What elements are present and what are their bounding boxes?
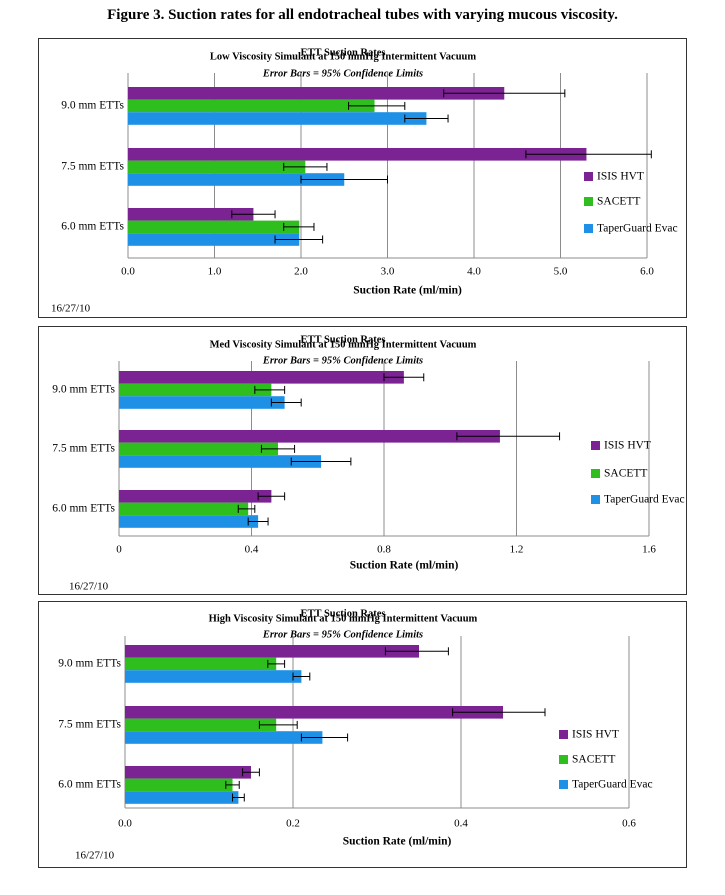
bar [125,731,323,744]
chart-subtitle: Med Viscosity Simulant at 150 mmHg Inter… [210,339,477,350]
x-axis-label: Suction Rate (ml/min) [343,836,452,848]
legend-swatch [591,469,600,478]
chart-note: Error Bars = 95% Confidence Limits [262,68,423,79]
x-tick-label: 1.0 [208,266,222,278]
chart-title: ETT Suction Rates [301,47,386,58]
chart-panel-low-viscosity: ETT Suction Rates Low Viscosity Simulant … [38,38,687,318]
category-label: 7.5 mm ETTs [61,161,124,173]
legend-label: ISIS HVT [604,440,651,452]
bar [125,706,503,719]
legend-label: TaperGuard Evac [572,779,653,791]
bar [125,657,277,671]
bar [125,791,239,804]
x-tick-label: 2.0 [294,266,308,278]
bar [119,396,285,409]
legend-label: SACETT [604,468,647,480]
chart-subtitle: High Viscosity Simulant at 150 mmHg Inte… [209,613,478,624]
legend-swatch [584,197,593,206]
bar [128,233,300,246]
bar [119,442,278,456]
chart-panel-high-viscosity: ETT Suction Rates High Viscosity Simulant… [38,601,687,868]
bar [128,87,505,100]
legend-swatch [584,224,593,233]
category-label: 6.0 mm ETTs [58,779,121,791]
legend-label: ISIS HVT [597,171,644,183]
legend-swatch [591,441,600,450]
legend-label: SACETT [572,754,615,766]
bar [128,173,345,186]
x-tick-label: 0.2 [286,818,300,830]
bar [119,430,500,443]
category-label: 6.0 mm ETTs [61,221,124,233]
bar [128,220,300,234]
x-axis-label: Suction Rate (ml/min) [353,285,462,297]
legend-label: TaperGuard Evac [597,223,678,235]
x-tick-label: 0.4 [245,544,259,556]
x-tick-label: 0 [116,544,122,556]
bar [119,502,249,516]
legend-swatch [559,780,568,789]
chart-title: ETT Suction Rates [301,334,386,345]
bar [119,383,272,397]
category-label: 9.0 mm ETTs [58,658,121,670]
chart-title: ETT Suction Rates [301,608,386,619]
figure-title: Figure 3. Suction rates for all endotrac… [107,7,618,23]
x-tick-label: 4.0 [467,266,481,278]
chart-panel-med-viscosity: ETT Suction Rates Med Viscosity Simulant … [38,326,687,595]
bar [125,766,251,779]
category-label: 9.0 mm ETTs [61,100,124,112]
bar [125,778,233,792]
bar [128,112,427,125]
chart-date: 16/27/10 [51,303,91,315]
x-tick-label: 5.0 [554,266,568,278]
x-axis-label: Suction Rate (ml/min) [350,560,459,572]
bar [125,645,419,658]
bar [128,208,254,221]
legend-swatch [584,172,593,181]
x-tick-label: 1.6 [642,544,656,556]
category-label: 7.5 mm ETTs [52,443,115,455]
x-tick-label: 0.0 [118,818,132,830]
bar [119,455,322,468]
legend-swatch [559,755,568,764]
bar [128,160,306,174]
x-tick-label: 0.0 [121,266,135,278]
x-tick-label: 3.0 [381,266,395,278]
x-tick-label: 0.8 [377,544,391,556]
chart-note: Error Bars = 95% Confidence Limits [262,355,423,366]
x-tick-label: 6.0 [640,266,654,278]
legend-label: TaperGuard Evac [604,494,685,506]
x-tick-label: 0.6 [622,818,636,830]
bar [119,371,404,384]
legend-label: SACETT [597,196,640,208]
category-label: 6.0 mm ETTs [52,503,115,515]
category-label: 7.5 mm ETTs [58,719,121,731]
chart-date: 16/27/10 [69,581,109,593]
chart-date: 16/27/10 [75,850,115,862]
bar [125,718,277,732]
bar [128,148,587,161]
legend-label: ISIS HVT [572,729,619,741]
legend-swatch [591,495,600,504]
bar [128,99,375,113]
x-tick-label: 1.2 [510,544,524,556]
chart-subtitle: Low Viscosity Simulant at 150 mmHg Inter… [210,51,477,62]
legend-swatch [559,730,568,739]
bar [119,490,272,503]
category-label: 9.0 mm ETTs [52,384,115,396]
x-tick-label: 0.4 [454,818,468,830]
chart-note: Error Bars = 95% Confidence Limits [262,629,423,640]
bar [119,515,259,528]
bar [125,670,302,683]
